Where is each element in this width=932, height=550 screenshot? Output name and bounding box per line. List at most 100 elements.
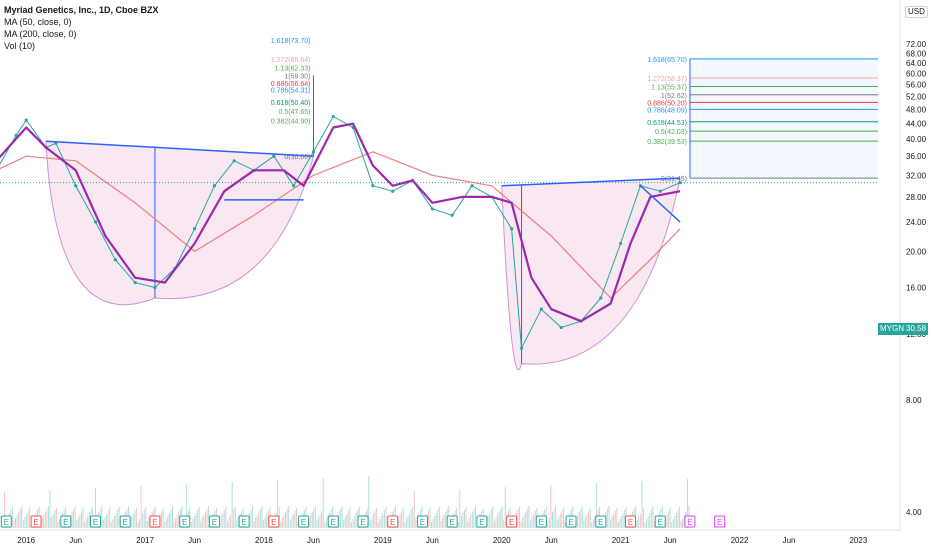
volume-bar (193, 516, 195, 528)
volume-bar (675, 513, 677, 528)
volume-bar (145, 507, 147, 528)
volume-bar (325, 519, 327, 528)
earnings-marker (357, 515, 369, 528)
volume-bar (88, 513, 90, 528)
volume-bar (671, 522, 673, 528)
volume-bar (610, 520, 612, 528)
volume-bar (314, 506, 316, 528)
volume-bar (101, 506, 103, 528)
volume-bar (107, 511, 109, 528)
pattern-lines (45, 140, 681, 223)
volume-bar (547, 521, 549, 528)
volume-bar (146, 521, 148, 528)
volume-bar (551, 512, 553, 528)
indicator-ma50[interactable]: MA (50, close, 0) (4, 17, 72, 27)
price-point (391, 189, 395, 193)
volume-bar (118, 507, 120, 528)
volume-bar (346, 514, 348, 528)
volume-bar (225, 507, 227, 528)
y-tick-label: 60.00 (906, 70, 927, 79)
volume-bar (490, 510, 492, 528)
price-point (153, 285, 157, 290)
earnings-letter: E (33, 518, 38, 527)
x-tick-label: Jun (188, 536, 201, 545)
volume-bar (355, 513, 357, 528)
price-point (510, 227, 514, 231)
fib2-label: 0.5(42.03) (655, 129, 687, 136)
volume-bar (19, 509, 21, 528)
volume-bar (686, 479, 688, 528)
volume-bar (526, 509, 528, 528)
volume-bar (18, 512, 20, 528)
volume-bar (611, 517, 613, 528)
last-price-value: 30.58 (904, 323, 928, 335)
price-point (272, 154, 276, 158)
earnings-letter: E (360, 518, 365, 527)
volume-bar (165, 519, 167, 528)
volume-bar (24, 517, 26, 528)
volume-bar (595, 483, 597, 528)
volume-bar (110, 522, 112, 528)
earnings-letter: E (598, 518, 603, 527)
price-point (519, 346, 524, 350)
volume-bar (74, 506, 76, 528)
volume-bar (653, 521, 655, 528)
volume-bar (135, 508, 137, 528)
earnings-letter: E (123, 518, 128, 527)
volume-bar (682, 518, 684, 528)
volume-bar (371, 517, 373, 528)
earnings-marker (416, 515, 428, 528)
volume-bar (495, 518, 497, 528)
fib1-label: 1.618(73.70) (271, 38, 311, 45)
volume-bar (267, 511, 269, 528)
indicator-volume[interactable]: Vol (10) (4, 41, 36, 51)
volume-bar (616, 508, 618, 528)
volume-bar (228, 518, 230, 528)
volume-bar (55, 508, 57, 528)
volume-bar (622, 513, 624, 528)
volume-bar (281, 518, 283, 528)
volume-bar (473, 509, 475, 528)
neckline (501, 177, 681, 187)
volume-bar (117, 510, 119, 528)
volume-bar (192, 519, 194, 528)
volume-bar (471, 512, 473, 528)
price-point (24, 118, 28, 122)
earnings-letter: E (93, 518, 98, 527)
y-tick-label: 20.00 (906, 247, 927, 256)
volume-bar (641, 481, 643, 528)
time-axis[interactable]: 2016 Jun 2017 Jun 2018 Jun 2019 Jun 2020 Jun 2021 J… (0, 529, 900, 545)
chart-legend: Myriad Genetics, Inc., 1D, Cboe BZX MA (… (4, 4, 159, 52)
volume-bar (409, 513, 411, 528)
price-point (232, 159, 236, 163)
volume-bar (613, 514, 615, 528)
volume-bar (208, 506, 210, 528)
x-tick-label: Jun (69, 536, 82, 545)
x-tick-label: Jun (545, 536, 558, 545)
volume-bar (405, 519, 407, 528)
neckline (45, 140, 314, 157)
x-tick-label: Jun (664, 536, 677, 545)
volume-bar (259, 509, 261, 528)
volume-bar (22, 520, 24, 528)
volume-bar (445, 512, 447, 528)
volume-bar (186, 484, 188, 528)
volume-bar (4, 492, 5, 528)
volume-bar (43, 515, 45, 528)
volume-bar (29, 508, 31, 528)
price-axis[interactable]: 4.008.0012.0016.0020.0024.0028.0032.0036… (899, 0, 927, 530)
volume-bar (586, 514, 588, 528)
volume-bar (197, 510, 199, 528)
volume-bar (175, 518, 177, 528)
earnings-marker (90, 515, 102, 528)
x-tick-label: 2020 (493, 536, 511, 545)
symbol-label: MYGN (880, 324, 904, 333)
volume-bar (349, 508, 351, 528)
volume-bar (47, 506, 49, 528)
indicator-ma200[interactable]: MA (200, close, 0) (4, 29, 77, 39)
volume-bar (666, 514, 668, 528)
volume-bar (435, 513, 437, 528)
volume-bar (198, 507, 200, 528)
volume-bar (13, 521, 15, 528)
